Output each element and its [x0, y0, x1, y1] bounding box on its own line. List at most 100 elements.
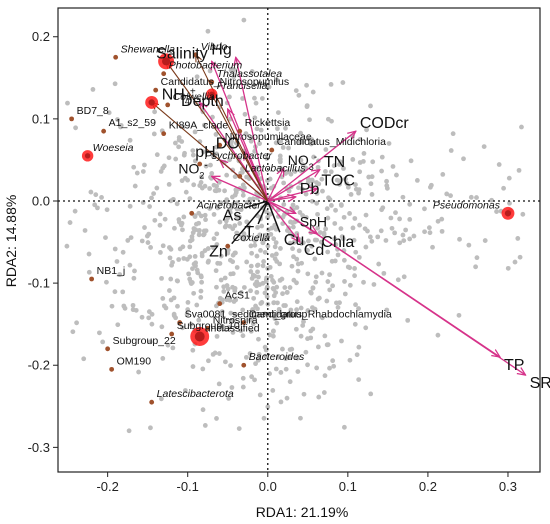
- background-point: [175, 303, 180, 309]
- background-point: [320, 188, 325, 194]
- background-point: [125, 238, 131, 243]
- taxon-point: [225, 243, 231, 249]
- background-point: [249, 250, 255, 256]
- background-point: [273, 140, 279, 146]
- background-point: [350, 225, 356, 231]
- background-point: [254, 289, 260, 295]
- background-point: [222, 275, 228, 281]
- background-point: [233, 250, 238, 256]
- background-point: [268, 185, 274, 191]
- background-point: [340, 236, 346, 242]
- background-point: [332, 258, 338, 264]
- background-point: [334, 177, 340, 183]
- background-point: [248, 288, 253, 294]
- background-point: [400, 194, 406, 200]
- background-point: [341, 166, 346, 171]
- background-point: [99, 195, 104, 200]
- background-point: [280, 314, 286, 320]
- background-point: [240, 384, 246, 390]
- background-point: [173, 156, 179, 162]
- taxon-point: [69, 116, 75, 122]
- background-point: [248, 328, 254, 334]
- background-point: [243, 354, 249, 360]
- background-point: [300, 213, 306, 218]
- background-point: [450, 131, 456, 137]
- background-point: [278, 370, 284, 375]
- env-arrow-zn: [231, 200, 269, 245]
- x-tick-label: 0.1: [339, 479, 357, 494]
- background-point: [305, 271, 311, 277]
- background-point: [199, 174, 204, 180]
- background-point: [466, 242, 472, 248]
- env-label-srp: SRP: [530, 375, 550, 392]
- taxon-label: Rickettsia: [245, 117, 291, 129]
- background-point: [118, 124, 123, 130]
- background-point: [347, 211, 352, 216]
- background-point: [191, 261, 197, 267]
- background-point: [363, 244, 369, 250]
- background-point: [381, 270, 387, 276]
- background-point: [229, 138, 235, 144]
- background-point: [203, 217, 208, 223]
- background-point: [341, 214, 347, 220]
- background-point: [265, 404, 271, 410]
- y-axis-title: RDA2: 14.88%: [3, 195, 19, 288]
- background-point: [240, 192, 246, 198]
- background-point: [367, 234, 373, 240]
- background-point: [198, 294, 204, 300]
- background-point: [160, 296, 166, 301]
- background-point: [288, 307, 294, 313]
- background-point: [271, 293, 277, 299]
- background-point: [207, 186, 213, 191]
- background-point: [160, 356, 166, 361]
- background-point: [191, 182, 197, 188]
- background-point: [274, 284, 280, 290]
- background-point: [168, 198, 174, 204]
- background-point: [201, 122, 207, 128]
- background-point: [106, 110, 112, 116]
- background-point: [301, 391, 307, 397]
- background-point: [152, 109, 158, 115]
- x-tick-label: 0.3: [499, 479, 517, 494]
- background-point: [287, 347, 293, 352]
- background-point: [317, 230, 323, 235]
- background-point: [520, 211, 526, 217]
- background-point: [496, 162, 502, 167]
- background-point: [389, 225, 395, 231]
- background-point: [248, 138, 254, 144]
- background-point: [331, 163, 337, 169]
- background-point: [228, 310, 234, 316]
- background-point: [127, 262, 133, 268]
- background-point: [319, 270, 325, 276]
- background-point: [314, 237, 320, 243]
- background-point: [198, 274, 204, 280]
- background-point: [206, 358, 211, 364]
- background-point: [348, 192, 354, 197]
- background-point: [151, 131, 157, 137]
- background-point: [310, 285, 316, 291]
- background-point: [257, 392, 263, 398]
- background-point: [112, 81, 118, 87]
- background-point: [325, 215, 331, 221]
- background-point: [159, 324, 165, 330]
- background-point: [368, 391, 374, 397]
- background-point: [290, 246, 295, 252]
- background-point: [95, 205, 100, 211]
- background-point: [112, 289, 118, 295]
- background-point: [104, 279, 109, 285]
- background-point: [280, 291, 285, 297]
- background-point: [239, 169, 245, 175]
- taxa-points: [69, 52, 515, 405]
- background-point: [171, 313, 177, 319]
- background-point: [132, 183, 138, 189]
- background-point: [128, 235, 134, 241]
- background-point: [214, 284, 219, 290]
- background-point: [330, 283, 336, 289]
- background-point: [166, 155, 172, 161]
- background-point: [254, 253, 260, 259]
- background-point: [200, 149, 206, 155]
- background-point: [321, 230, 327, 236]
- background-point: [296, 248, 302, 254]
- env-label-cu: Cu: [284, 232, 304, 249]
